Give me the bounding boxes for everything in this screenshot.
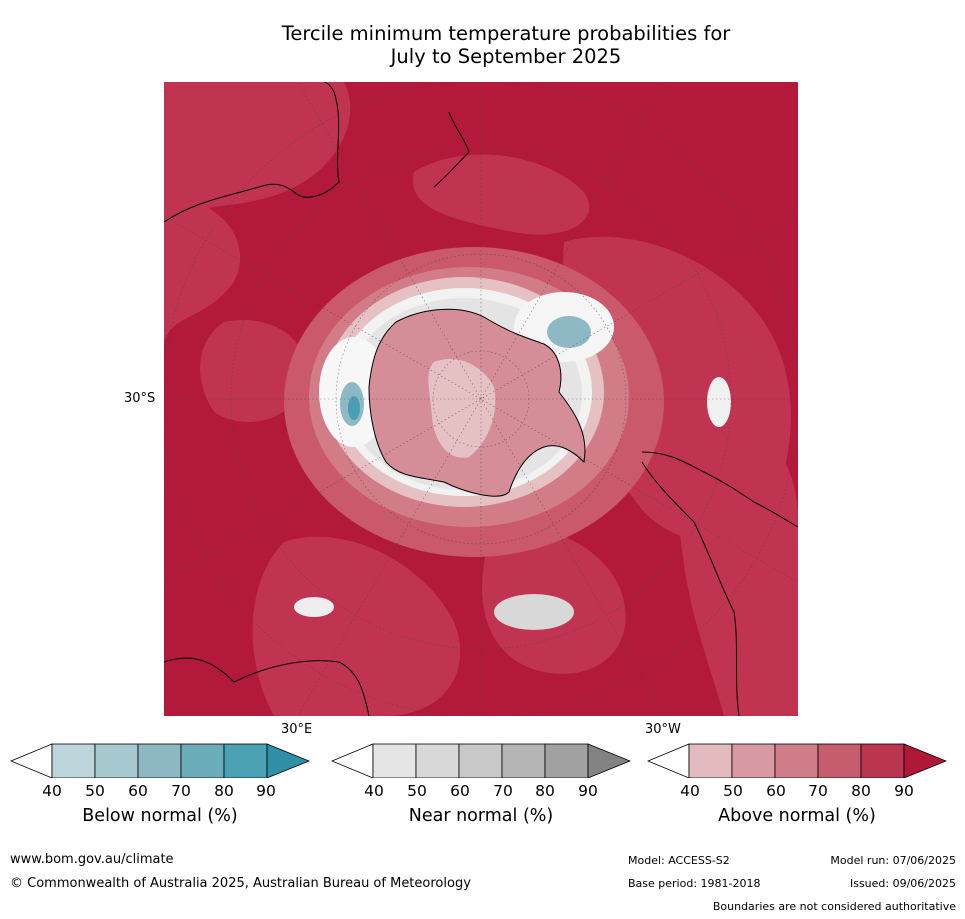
above-normal-colorbar: [647, 743, 947, 778]
probability-map: [164, 82, 798, 716]
below-colorbar-svg: [10, 743, 310, 778]
near-colorbar-bin-70: [501, 743, 546, 778]
below-colorbar-high-arrow: [266, 743, 310, 778]
near-tick-60: 60: [450, 782, 470, 800]
near-colorbar-bin-60: [458, 743, 503, 778]
issued-date: Issued: 09/06/2025: [849, 877, 956, 890]
below-tick-70: 70: [171, 782, 191, 800]
near-colorbar-low-arrow: [331, 743, 374, 778]
lon-label-30w: 30°W: [645, 722, 681, 737]
africa-coast: [164, 657, 370, 716]
australia-coast: [164, 82, 340, 223]
above-colorbar-bin-50: [731, 743, 776, 778]
below-normal-patches: [340, 316, 591, 426]
below-tick-40: 40: [42, 782, 62, 800]
below-colorbar-bin-80: [223, 743, 268, 778]
above-colorbar-bin-40: [688, 743, 733, 778]
map-title-line1: Tercile minimum temperature probabilitie…: [281, 22, 731, 45]
near-tick-80: 80: [535, 782, 555, 800]
below-tick-80: 80: [214, 782, 234, 800]
below-tick-60: 60: [128, 782, 148, 800]
near-colorbar-bin-80: [544, 743, 589, 778]
lon-label-30e: 30°E: [281, 722, 313, 737]
model-name: Model: ACCESS-S2: [628, 854, 730, 867]
below-colorbar-low-arrow: [10, 743, 53, 778]
above-tick-70: 70: [808, 782, 828, 800]
near-colorbar-high-arrow: [587, 743, 631, 778]
south-america-coast: [641, 451, 798, 716]
above-tick-40: 40: [680, 782, 700, 800]
graticule: [164, 82, 798, 716]
near-normal-colorbar: [331, 743, 631, 778]
near-colorbar-bin-50: [415, 743, 460, 778]
below-normal-title: Below normal (%): [82, 806, 238, 826]
map-title: Tercile minimum temperature probabilitie…: [200, 22, 812, 68]
above-tick-90: 90: [894, 782, 914, 800]
near-normal-title: Near normal (%): [408, 806, 554, 826]
coastlines: [164, 82, 798, 716]
map-title-line2: July to September 2025: [390, 45, 622, 68]
above-colorbar-bin-70: [817, 743, 862, 778]
model-run-date: Model run: 07/06/2025: [830, 854, 956, 867]
website-link[interactable]: www.bom.gov.au/climate: [10, 852, 174, 867]
base-period: Base period: 1981-2018: [628, 877, 761, 890]
below-tick-50: 50: [85, 782, 105, 800]
boundary-disclaimer: Boundaries are not considered authoritat…: [712, 900, 956, 913]
above-tick-50: 50: [723, 782, 743, 800]
below-colorbar-bin-70: [180, 743, 225, 778]
above-tick-80: 80: [851, 782, 871, 800]
near-colorbar-bin-40: [372, 743, 417, 778]
above-colorbar-bin-60: [774, 743, 819, 778]
above-colorbar-high-arrow: [903, 743, 947, 778]
below-normal-colorbar: [10, 743, 310, 778]
near-tick-40: 40: [364, 782, 384, 800]
near-tick-70: 70: [493, 782, 513, 800]
below-colorbar-bin-60: [137, 743, 182, 778]
map-svg: [164, 82, 798, 716]
above-colorbar-svg: [647, 743, 947, 778]
near-tick-50: 50: [407, 782, 427, 800]
near-tick-90: 90: [578, 782, 598, 800]
above-colorbar-bin-80: [860, 743, 905, 778]
antarctica-interior-light: [428, 358, 496, 458]
near-colorbar-svg: [331, 743, 631, 778]
above-normal-title: Above normal (%): [718, 806, 876, 826]
above-tick-60: 60: [766, 782, 786, 800]
new-zealand-coast: [433, 111, 470, 188]
below-tick-90: 90: [256, 782, 276, 800]
below-colorbar-bin-50: [94, 743, 139, 778]
below-colorbar-bin-40: [51, 743, 96, 778]
copyright-text: © Commonwealth of Australia 2025, Austra…: [10, 876, 471, 891]
lat-label-30s: 30°S: [124, 391, 156, 406]
above-colorbar-low-arrow: [647, 743, 690, 778]
